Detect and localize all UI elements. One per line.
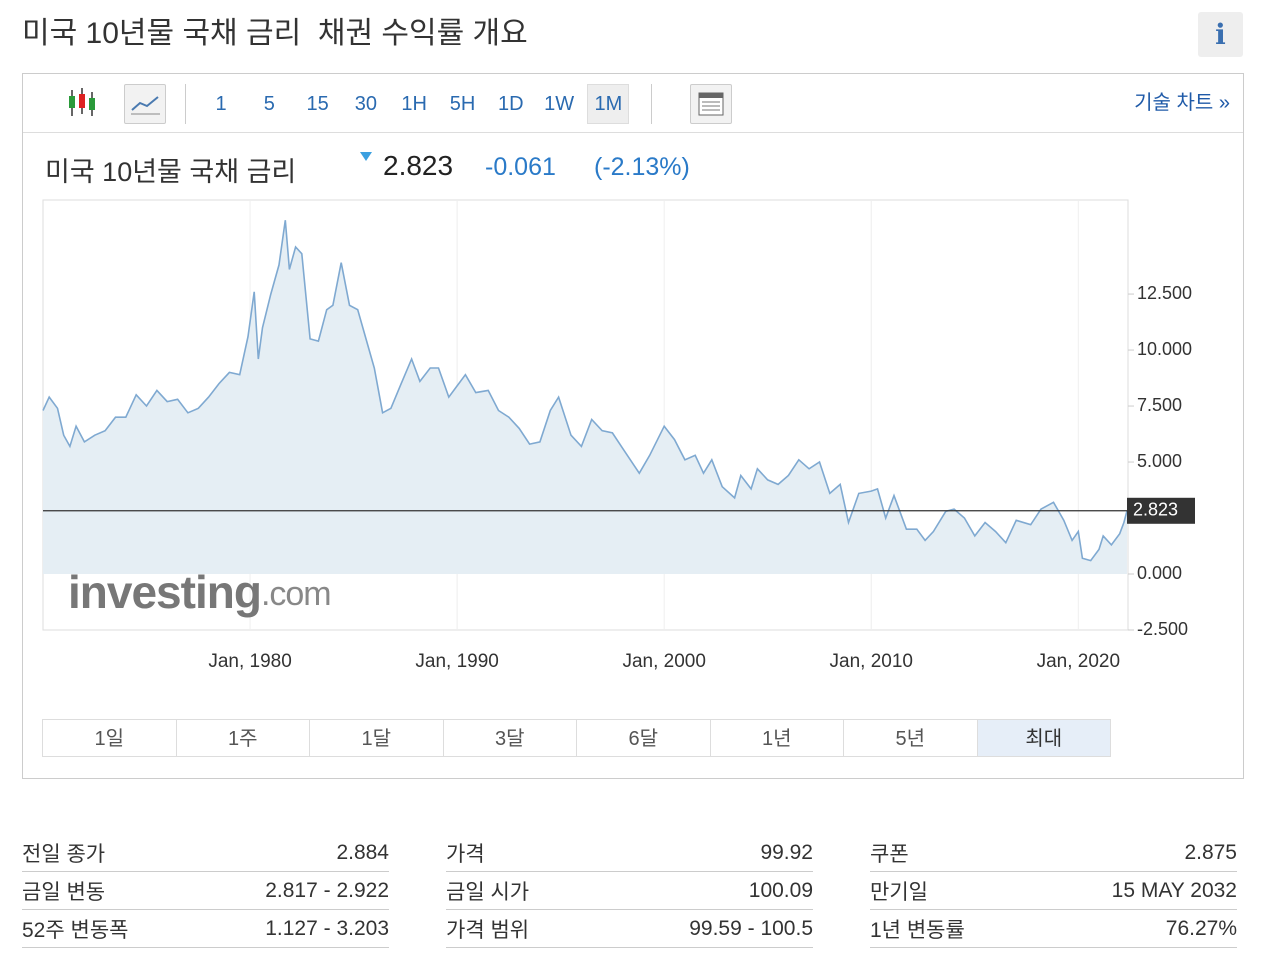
stats-row: 금일 시가 100.09: [446, 872, 813, 910]
stat-value: 2.884: [336, 840, 389, 864]
price-line: [42, 220, 1128, 562]
stats-row: 쿠폰 2.875: [870, 834, 1237, 872]
stat-label: 금일 변동: [22, 880, 106, 904]
stat-value: 2.817 - 2.922: [265, 878, 389, 902]
stats-column: 가격 99.92 금일 시가 100.09 가격 범위 99.59 - 100.5: [446, 834, 813, 948]
chart-panel: [22, 73, 1244, 779]
stat-value: 1.127 - 3.203: [265, 916, 389, 940]
area: [43, 220, 1127, 575]
range-button[interactable]: 6달: [576, 719, 711, 757]
toolbar-separator: [185, 84, 186, 124]
stat-label: 가격 범위: [446, 918, 530, 942]
interval-button[interactable]: 30: [354, 93, 378, 115]
info-button[interactable]: i: [1198, 12, 1243, 57]
x-tick-label: Jan, 1990: [415, 651, 498, 672]
chart: Jan, 1980 Jan, 1990 Jan, 2000 Jan, 2010 Jan,…: [42, 199, 1195, 672]
interval-button[interactable]: 1D: [498, 93, 524, 115]
range-button[interactable]: 5년: [843, 719, 978, 757]
line-chart-button[interactable]: [124, 84, 166, 124]
stat-label: 52주 변동폭: [22, 918, 129, 942]
range-button[interactable]: 1주: [175, 719, 310, 757]
stat-label: 금일 시가: [446, 880, 530, 904]
quote-name: 미국 10년물 국채 금리: [45, 157, 297, 187]
down-arrow: [360, 152, 372, 161]
stat-label: 가격: [446, 842, 485, 866]
stat-value: 76.27%: [1165, 916, 1237, 940]
range-button[interactable]: 최대: [976, 719, 1111, 757]
interval-button[interactable]: 15: [306, 93, 329, 115]
x-tick-label: Jan, 2010: [830, 651, 913, 672]
stats-row: 가격 범위 99.59 - 100.5: [446, 910, 813, 948]
y-tick-label: 12.500: [1137, 283, 1192, 303]
watermark: investing.com: [68, 566, 331, 618]
page-title: 미국 10년물 국채 금리 채권 수익률 개요: [22, 17, 528, 50]
x-tick-label: Jan, 1980: [208, 651, 291, 672]
current-value-label: 2.823: [1133, 500, 1178, 520]
candlestick-icon[interactable]: [62, 86, 102, 122]
stats-row: 전일 종가 2.884: [22, 834, 389, 872]
x-tick-label: Jan, 2000: [622, 651, 705, 672]
y-tick-label: 0.000: [1137, 563, 1182, 583]
interval-button[interactable]: 1M: [587, 84, 630, 124]
interval-button[interactable]: 1: [215, 93, 227, 115]
stats-row: 만기일 15 MAY 2032: [870, 872, 1237, 910]
stat-label: 전일 종가: [22, 842, 106, 866]
stats-column: 전일 종가 2.884 금일 변동 2.817 - 2.922 52주 변동폭 1.127…: [22, 834, 389, 948]
news-icon: [698, 92, 724, 116]
stat-value: 2.875: [1184, 840, 1237, 864]
stats-row: 52주 변동폭 1.127 - 3.203: [22, 910, 389, 948]
news-layout-button[interactable]: [690, 84, 732, 124]
stat-label: 1년 변동률: [870, 918, 965, 942]
stat-value: 99.59 - 100.5: [689, 916, 813, 940]
technical-chart-link[interactable]: 기술 차트 »: [1134, 92, 1230, 114]
watermark-suffix: .com: [261, 575, 331, 613]
stats-column: 쿠폰 2.875 만기일 15 MAY 2032 1년 변동률 76.27%: [870, 834, 1237, 948]
range-button[interactable]: 3달: [442, 719, 577, 757]
range-button[interactable]: 1일: [42, 719, 177, 757]
y-tick-label: -2.500: [1137, 619, 1188, 639]
quote-price: 2.823: [383, 150, 454, 181]
interval-button[interactable]: 5H: [449, 93, 476, 115]
interval-button[interactable]: 1W: [544, 93, 575, 115]
toolbar-separator: [651, 84, 652, 124]
quote-change-pct: (-2.13%): [594, 153, 690, 181]
current-value-badge: [1127, 497, 1195, 524]
interval-button[interactable]: 1H: [401, 93, 427, 115]
stat-label: 만기일: [870, 880, 928, 904]
line-icon: [131, 96, 160, 115]
x-tick-label: Jan, 2020: [1037, 651, 1120, 672]
stat-label: 쿠폰: [870, 842, 909, 866]
watermark-brand: investing: [68, 566, 261, 618]
range-button[interactable]: 1년: [709, 719, 844, 757]
interval-button[interactable]: 5: [263, 93, 275, 115]
y-tick-label: 7.500: [1137, 395, 1182, 415]
stats-row: 가격 99.92: [446, 834, 813, 872]
y-tick-label: 5.000: [1137, 451, 1182, 471]
stats-row: 1년 변동률 76.27%: [870, 910, 1237, 948]
stat-value: 99.92: [760, 840, 813, 864]
range-button[interactable]: 1달: [309, 719, 444, 757]
stat-value: 15 MAY 2032: [1111, 878, 1237, 902]
toolbar-divider: [23, 132, 1243, 133]
stats-row: 금일 변동 2.817 - 2.922: [22, 872, 389, 910]
stat-value: 100.09: [748, 878, 813, 902]
y-tick-label: 10.000: [1137, 339, 1192, 359]
quote-change: -0.061: [485, 153, 556, 181]
